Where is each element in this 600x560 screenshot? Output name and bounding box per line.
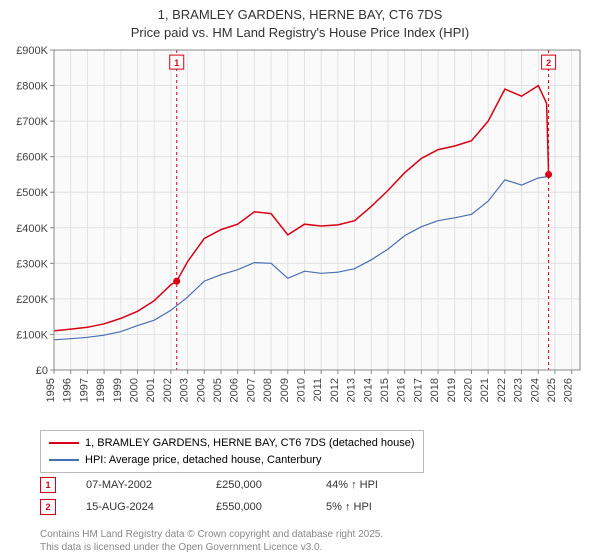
svg-text:2008: 2008	[262, 378, 274, 402]
svg-text:2009: 2009	[279, 378, 291, 402]
svg-text:2024: 2024	[529, 378, 541, 402]
svg-text:2012: 2012	[329, 378, 341, 402]
chart-area: £0 £100K £200K £300K £400K £500K £600K £700K £80…	[0, 40, 600, 420]
svg-text:2011: 2011	[312, 378, 324, 402]
svg-text:2023: 2023	[513, 378, 525, 402]
svg-text:1: 1	[174, 58, 179, 68]
svg-text:2020: 2020	[462, 378, 474, 402]
svg-text:2005: 2005	[212, 378, 224, 402]
svg-text:£400K: £400K	[16, 223, 48, 235]
legend-item: 1, BRAMLEY GARDENS, HERNE BAY, CT6 7DS (…	[49, 435, 415, 452]
svg-text:2022: 2022	[496, 378, 508, 402]
sales-table: 1 07-MAY-2002£250,00044% ↑ HPI 2 15-AUG-202…	[40, 474, 426, 518]
svg-text:2025: 2025	[546, 378, 558, 402]
svg-text:2002: 2002	[162, 378, 174, 402]
svg-text:2026: 2026	[563, 378, 575, 402]
svg-text:£0: £0	[36, 365, 48, 377]
footer-line-2: This data is licensed under the Open Gov…	[40, 541, 383, 554]
legend: 1, BRAMLEY GARDENS, HERNE BAY, CT6 7DS (…	[40, 430, 424, 473]
legend-label: 1, BRAMLEY GARDENS, HERNE BAY, CT6 7DS (…	[85, 435, 415, 452]
sale-row: 1 07-MAY-2002£250,00044% ↑ HPI	[40, 474, 426, 496]
svg-text:2014: 2014	[362, 378, 374, 402]
footer-line-1: Contains HM Land Registry data © Crown c…	[40, 528, 383, 541]
svg-text:2: 2	[546, 58, 551, 68]
svg-text:2003: 2003	[179, 378, 191, 402]
sale-date: 15-AUG-2024	[86, 501, 216, 513]
svg-text:£500K: £500K	[16, 187, 48, 199]
svg-text:2018: 2018	[429, 378, 441, 402]
svg-text:1999: 1999	[112, 378, 124, 402]
svg-text:2021: 2021	[479, 378, 491, 402]
sale-hpi: 5% ↑ HPI	[326, 501, 426, 513]
sale-price: £250,000	[216, 479, 326, 491]
chart-svg: £0 £100K £200K £300K £400K £500K £600K £700K £80…	[0, 40, 600, 420]
svg-text:1995: 1995	[45, 378, 57, 402]
svg-text:1998: 1998	[95, 378, 107, 402]
sale-marker-badge: 1	[40, 477, 56, 493]
sale-date: 07-MAY-2002	[86, 479, 216, 491]
svg-text:2000: 2000	[128, 378, 140, 402]
legend-swatch	[49, 459, 79, 461]
svg-text:£600K: £600K	[16, 152, 48, 164]
legend-swatch	[49, 442, 79, 444]
svg-text:2016: 2016	[396, 378, 408, 402]
legend-label: HPI: Average price, detached house, Cant…	[85, 452, 321, 469]
svg-text:£900K: £900K	[16, 45, 48, 57]
svg-text:1996: 1996	[62, 378, 74, 402]
legend-item: HPI: Average price, detached house, Cant…	[49, 452, 415, 469]
svg-text:£800K: £800K	[16, 81, 48, 93]
svg-text:2006: 2006	[229, 378, 241, 402]
page-container: 1, BRAMLEY GARDENS, HERNE BAY, CT6 7DS P…	[0, 0, 600, 560]
sale-hpi: 44% ↑ HPI	[326, 479, 426, 491]
svg-text:2019: 2019	[446, 378, 458, 402]
svg-text:2015: 2015	[379, 378, 391, 402]
svg-text:2010: 2010	[295, 378, 307, 402]
sale-marker-badge: 2	[40, 499, 56, 515]
svg-text:2004: 2004	[195, 378, 207, 402]
svg-text:2017: 2017	[412, 378, 424, 402]
svg-text:£700K: £700K	[16, 116, 48, 128]
svg-text:2001: 2001	[145, 378, 157, 402]
svg-text:1997: 1997	[78, 378, 90, 402]
svg-text:2013: 2013	[346, 378, 358, 402]
svg-text:£300K: £300K	[16, 258, 48, 270]
sale-price: £550,000	[216, 501, 326, 513]
title-line-1: 1, BRAMLEY GARDENS, HERNE BAY, CT6 7DS	[0, 6, 600, 24]
chart-title: 1, BRAMLEY GARDENS, HERNE BAY, CT6 7DS P…	[0, 0, 600, 42]
svg-text:£200K: £200K	[16, 294, 48, 306]
svg-text:£100K: £100K	[16, 329, 48, 341]
footer-attribution: Contains HM Land Registry data © Crown c…	[40, 528, 383, 554]
svg-text:2007: 2007	[245, 378, 257, 402]
sale-row: 2 15-AUG-2024£550,0005% ↑ HPI	[40, 496, 426, 518]
